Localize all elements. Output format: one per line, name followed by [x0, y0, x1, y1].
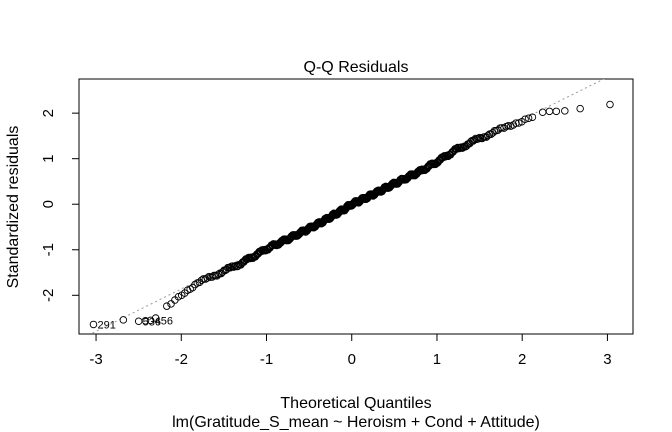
point-label: 456 [155, 315, 173, 327]
plot-area [89, 79, 614, 334]
data-point [89, 320, 98, 329]
data-point [163, 302, 171, 310]
reference-line [89, 79, 605, 334]
point-label: 291 [97, 319, 115, 331]
y-tick-label: 1 [40, 155, 57, 163]
x-tick-label: 0 [348, 351, 356, 368]
data-point [521, 115, 529, 124]
data-point [134, 317, 143, 326]
chart-title: Q-Q Residuals [304, 59, 409, 76]
data-point [119, 316, 128, 324]
data-point [538, 108, 547, 116]
y-axis: -2 -1 0 1 2 [40, 109, 80, 302]
x-axis: -3 -2 -1 0 1 2 3 [89, 333, 612, 368]
x-tick-label: -2 [175, 351, 188, 368]
data-point [246, 254, 255, 263]
data-point [151, 314, 160, 322]
data-point [528, 113, 537, 121]
x-tick-label: -1 [260, 351, 273, 368]
data-point [141, 317, 150, 325]
data-point [552, 107, 561, 116]
data-point [576, 104, 584, 113]
x-tick-label: 1 [433, 351, 441, 368]
y-tick-label: -1 [40, 243, 57, 256]
data-point [167, 300, 175, 308]
data-point [500, 124, 508, 132]
x-tick-label: 3 [603, 351, 611, 368]
data-point [469, 137, 477, 145]
y-axis-label: Standardized residuals [5, 126, 22, 289]
data-point [203, 274, 211, 282]
data-point [146, 316, 155, 325]
x-tick-label: 2 [518, 351, 526, 368]
data-point [452, 145, 461, 153]
x-tick-label: -3 [89, 351, 102, 368]
chart-subtitle: lm(Gratitude_S_mean ~ Heroism + Cond + A… [172, 414, 540, 431]
y-tick-label: -2 [40, 289, 57, 302]
data-point [524, 114, 533, 122]
data-point [512, 119, 520, 127]
data-points [89, 100, 614, 329]
data-point [545, 107, 554, 116]
point-label: 536 [143, 316, 161, 328]
data-point [561, 107, 569, 115]
data-point [214, 270, 223, 278]
data-point [191, 280, 199, 289]
y-tick-label: 2 [40, 109, 57, 117]
x-axis-label: Theoretical Quantiles [280, 395, 431, 412]
data-point [606, 100, 614, 109]
y-tick-label: 0 [40, 200, 57, 208]
